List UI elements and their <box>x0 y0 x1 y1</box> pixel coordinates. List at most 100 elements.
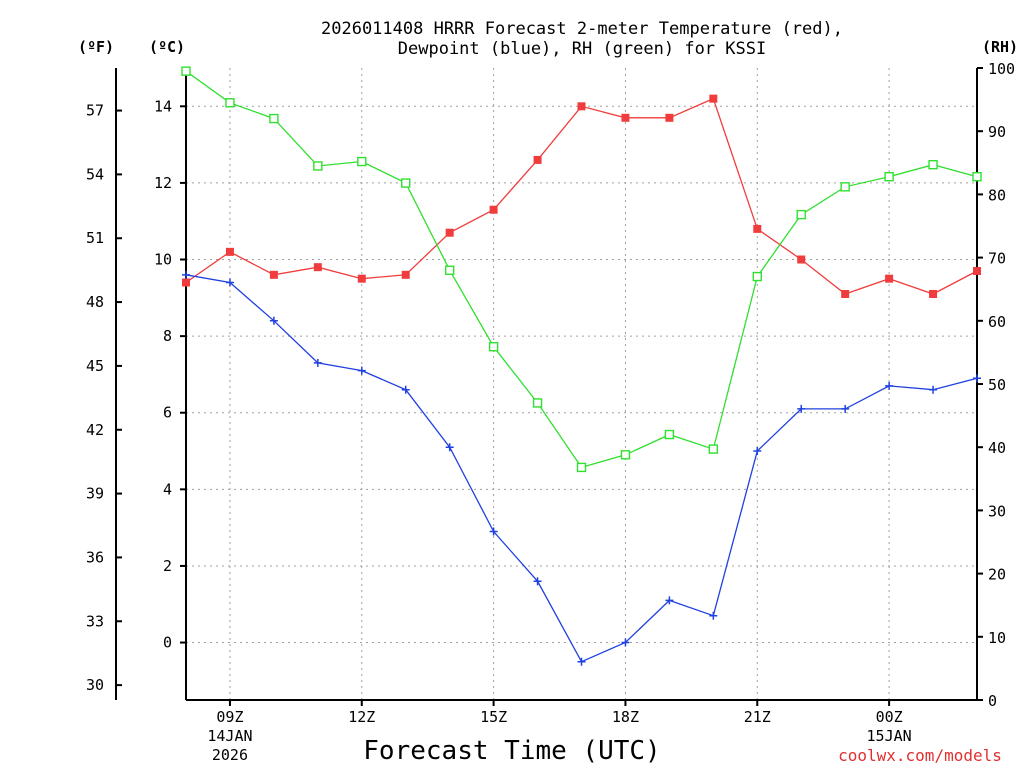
dewpoint-point <box>182 270 190 279</box>
celsius-tick-label: 8 <box>163 327 172 345</box>
dewpoint-point <box>533 577 542 586</box>
celsius-tick-label: 10 <box>154 251 172 269</box>
rh-point <box>928 159 938 170</box>
rh-point <box>357 156 367 167</box>
celsius-tick-label: 14 <box>154 97 172 115</box>
chart-title-line-2: Dewpoint (blue), RH (green) for KSSI <box>398 39 766 59</box>
fahrenheit-tick-label: 36 <box>86 548 104 566</box>
credit-link[interactable]: coolwx.com/models <box>838 746 1002 765</box>
rh-tick-label: 80 <box>988 186 1006 204</box>
rh-point <box>225 98 235 108</box>
temperature-point <box>269 270 278 279</box>
rh-point <box>972 172 982 182</box>
fahrenheit-tick-label: 30 <box>86 676 104 694</box>
rh-tick-label: 10 <box>988 629 1006 647</box>
rh-point <box>313 161 323 171</box>
temperature-point <box>225 247 234 256</box>
celsius-unit-label: (ºC) <box>149 38 185 56</box>
temperature-point <box>577 102 586 111</box>
rh-tick-label: 70 <box>988 250 1006 268</box>
temperature-point <box>841 289 850 298</box>
x-tick-label: 12Z <box>348 708 375 726</box>
temperature-point <box>885 274 894 283</box>
dewpoint-point <box>225 278 234 287</box>
temperature-point <box>445 228 454 237</box>
fahrenheit-tick-label: 54 <box>86 165 104 183</box>
x-tick-label: 18Z <box>612 708 639 726</box>
temperature-line <box>185 97 978 295</box>
rh-unit-label: (RH) <box>982 38 1018 56</box>
rh-tick-label: 20 <box>988 566 1006 584</box>
title-block: 2026011408 HRRR Forecast 2-meter Tempera… <box>321 19 843 59</box>
celsius-tick-label: 4 <box>163 480 172 498</box>
temperature-point <box>709 94 718 103</box>
dewpoint-point <box>445 443 454 452</box>
fahrenheit-tick-label: 33 <box>86 612 104 630</box>
dewpoint-point <box>797 404 806 413</box>
temperature-point <box>929 289 938 298</box>
data-series <box>181 66 982 666</box>
fahrenheit-tick-label: 51 <box>86 229 104 247</box>
rh-tick-label: 60 <box>988 313 1006 331</box>
dewpoint-point <box>357 366 366 375</box>
x-tick-label: 21Z <box>744 708 771 726</box>
x-tick-year-label: 2026 <box>212 746 248 764</box>
rh-point <box>620 450 631 460</box>
fahrenheit-unit-label: (ºF) <box>78 38 114 56</box>
dewpoint-point <box>665 596 674 605</box>
rh-tick-label: 30 <box>988 502 1006 520</box>
fahrenheit-tick-label: 39 <box>86 485 104 503</box>
celsius-tick-label: 2 <box>163 557 172 575</box>
dewpoint-point <box>401 385 410 394</box>
celsius-tick-label: 6 <box>163 404 172 422</box>
x-tick-label: 00Z <box>876 708 903 726</box>
fahrenheit-tick-label: 48 <box>86 293 104 311</box>
dewpoint-point <box>313 358 322 367</box>
fahrenheit-tick-label: 57 <box>86 102 104 120</box>
temperature-point <box>357 274 366 283</box>
dewpoint-point <box>885 381 894 390</box>
dewpoint-point <box>929 385 938 394</box>
temperature-point <box>182 278 190 287</box>
dewpoint-point <box>269 316 278 325</box>
dewpoint-point <box>753 447 762 456</box>
fahrenheit-tick-label: 42 <box>86 421 104 439</box>
temperature-point <box>401 270 410 279</box>
x-axis-label: Forecast Time (UTC) <box>363 736 660 766</box>
dewpoint-point <box>489 527 498 536</box>
celsius-tick-label: 12 <box>154 174 172 192</box>
temperature-point <box>621 113 630 122</box>
x-tick-date-label: 14JAN <box>207 727 252 745</box>
rh-tick-label: 50 <box>988 376 1006 394</box>
gridlines <box>186 68 977 700</box>
temperature-point <box>973 267 981 276</box>
temperature-point <box>313 263 322 272</box>
rh-point <box>796 209 806 220</box>
temperature-point <box>797 255 806 264</box>
rh-point <box>664 429 675 440</box>
dewpoint-point <box>709 611 718 620</box>
rh-tick-label: 90 <box>988 123 1006 141</box>
x-tick-label: 15Z <box>480 708 507 726</box>
temperature-point <box>489 205 498 214</box>
chart-title-line-1: 2026011408 HRRR Forecast 2-meter Tempera… <box>321 19 843 39</box>
temperature-point <box>533 155 542 164</box>
fahrenheit-tick-label: 45 <box>86 357 104 375</box>
rh-tick-label: 40 <box>988 439 1006 457</box>
x-tick-label: 09Z <box>216 708 243 726</box>
x-tick-date-label: 15JAN <box>867 727 912 745</box>
rh-point <box>269 113 279 124</box>
temperature-point <box>753 224 762 233</box>
rh-point <box>532 398 543 408</box>
rh-tick-label: 100 <box>988 60 1015 78</box>
celsius-tick-label: 0 <box>163 634 172 652</box>
rh-point <box>708 444 719 454</box>
dewpoint-point <box>577 657 586 666</box>
rh-point <box>840 182 850 192</box>
rh-point <box>752 271 762 282</box>
dewpoint-point <box>973 374 981 383</box>
rh-point <box>884 172 894 182</box>
temperature-point <box>665 113 674 122</box>
rh-point <box>444 265 455 275</box>
